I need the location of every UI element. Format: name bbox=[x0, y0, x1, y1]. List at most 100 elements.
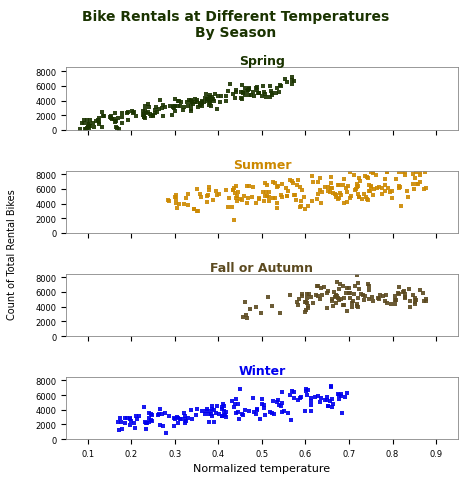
Point bbox=[411, 175, 419, 183]
Point bbox=[124, 117, 132, 125]
Point bbox=[172, 200, 180, 207]
Point bbox=[355, 286, 363, 294]
Point bbox=[327, 174, 335, 182]
Point bbox=[337, 281, 344, 289]
Point bbox=[410, 291, 417, 299]
Point bbox=[231, 190, 239, 198]
Point bbox=[164, 197, 172, 204]
Point bbox=[298, 186, 305, 194]
Point bbox=[118, 110, 126, 118]
Point bbox=[252, 85, 260, 93]
Point bbox=[271, 180, 279, 188]
Point bbox=[123, 414, 131, 422]
Point bbox=[369, 293, 376, 301]
Text: Bike Rentals at Different Temperatures
By Season: Bike Rentals at Different Temperatures B… bbox=[83, 10, 389, 40]
Point bbox=[161, 104, 169, 112]
Point bbox=[209, 406, 216, 413]
Point bbox=[346, 169, 354, 177]
Point bbox=[370, 186, 378, 194]
Point bbox=[372, 172, 380, 180]
Point bbox=[397, 203, 405, 210]
Point bbox=[114, 115, 122, 122]
Point bbox=[200, 99, 208, 107]
Point bbox=[268, 90, 276, 98]
Point bbox=[185, 191, 192, 199]
Point bbox=[376, 291, 383, 299]
Point bbox=[165, 197, 172, 205]
Point bbox=[243, 87, 251, 95]
Point bbox=[337, 192, 344, 200]
Point bbox=[212, 410, 220, 418]
Point bbox=[370, 192, 377, 200]
Point bbox=[363, 174, 371, 182]
Point bbox=[416, 169, 424, 177]
Point bbox=[90, 123, 98, 131]
Point bbox=[352, 185, 360, 193]
Point bbox=[197, 194, 205, 202]
Point bbox=[209, 403, 216, 410]
Point bbox=[181, 103, 188, 111]
Point bbox=[269, 179, 277, 186]
Point bbox=[176, 415, 184, 423]
Point bbox=[89, 120, 97, 128]
Point bbox=[379, 292, 387, 300]
Point bbox=[289, 180, 297, 188]
Point bbox=[206, 100, 213, 107]
Point bbox=[301, 299, 309, 306]
Point bbox=[335, 286, 343, 294]
Point bbox=[305, 290, 312, 298]
Point bbox=[118, 120, 126, 127]
Point bbox=[202, 407, 210, 415]
Point bbox=[394, 289, 401, 297]
Point bbox=[316, 175, 323, 183]
Point bbox=[287, 176, 294, 184]
Point bbox=[249, 395, 257, 403]
Point bbox=[161, 409, 169, 417]
Point bbox=[340, 295, 347, 303]
Point bbox=[288, 77, 296, 84]
Point bbox=[346, 285, 353, 292]
Point bbox=[325, 403, 332, 410]
Point bbox=[403, 188, 411, 196]
Point bbox=[261, 179, 269, 187]
Point bbox=[324, 188, 331, 196]
Point bbox=[287, 392, 294, 400]
Point bbox=[304, 303, 312, 310]
Point bbox=[232, 409, 239, 417]
Point bbox=[135, 412, 143, 420]
Point bbox=[420, 185, 427, 193]
Point bbox=[172, 196, 179, 203]
Point bbox=[231, 95, 238, 103]
Point bbox=[354, 280, 362, 287]
Point bbox=[317, 200, 325, 208]
Point bbox=[82, 126, 90, 134]
Point bbox=[221, 411, 228, 419]
Point bbox=[166, 102, 174, 110]
Point bbox=[303, 300, 311, 307]
Point bbox=[304, 203, 312, 210]
Point bbox=[314, 392, 322, 400]
Point bbox=[252, 303, 260, 311]
Point bbox=[172, 194, 179, 202]
Point bbox=[159, 105, 166, 113]
Point bbox=[359, 292, 367, 300]
Point bbox=[241, 92, 248, 100]
Point bbox=[293, 197, 300, 205]
Point bbox=[313, 196, 320, 203]
Point bbox=[327, 383, 335, 391]
Point bbox=[130, 108, 138, 116]
Point bbox=[365, 188, 373, 196]
Point bbox=[147, 410, 155, 418]
Point bbox=[329, 185, 336, 193]
Point bbox=[85, 121, 93, 128]
Point bbox=[369, 297, 377, 305]
Point bbox=[188, 416, 195, 424]
Point bbox=[387, 301, 395, 309]
Point bbox=[194, 97, 201, 105]
Point bbox=[209, 197, 217, 205]
Point bbox=[250, 89, 257, 97]
Point bbox=[348, 304, 355, 312]
Point bbox=[303, 291, 311, 299]
Point bbox=[365, 286, 372, 294]
Point bbox=[277, 403, 284, 410]
